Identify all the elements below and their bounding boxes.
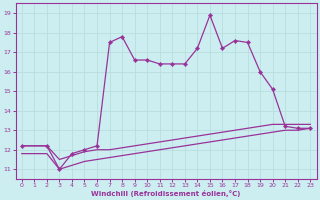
X-axis label: Windchill (Refroidissement éolien,°C): Windchill (Refroidissement éolien,°C) (91, 190, 241, 197)
